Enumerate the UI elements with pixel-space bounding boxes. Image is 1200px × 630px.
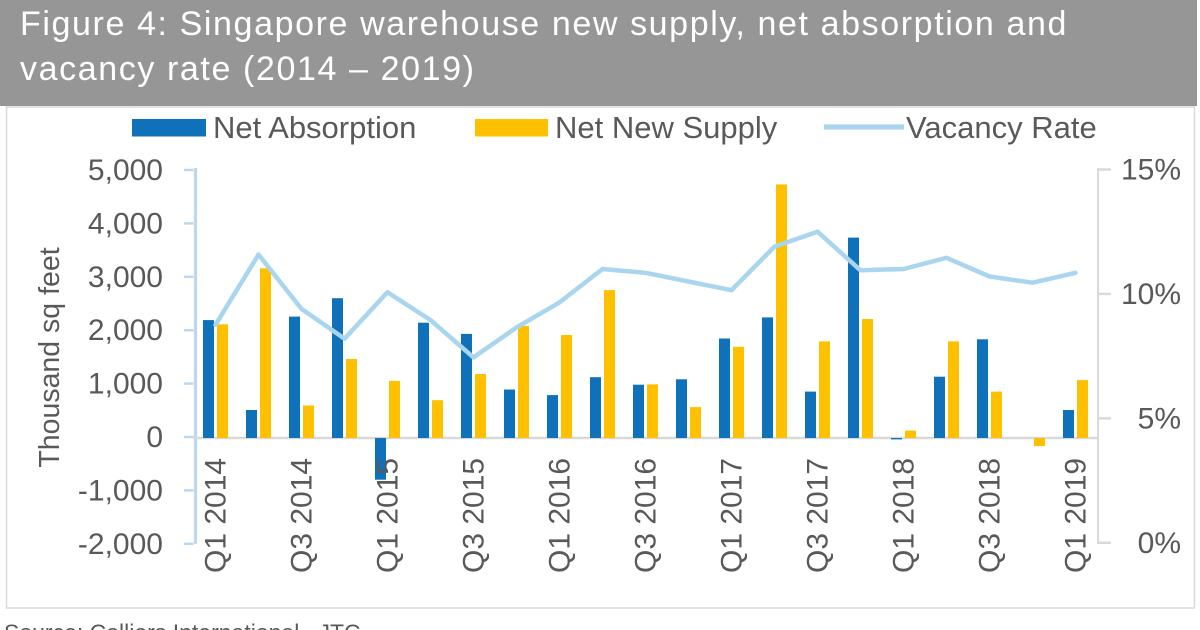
svg-text:Q3 2018: Q3 2018: [974, 458, 1007, 573]
svg-text:Q1 2014: Q1 2014: [200, 458, 233, 573]
svg-text:4,000: 4,000: [88, 207, 163, 240]
svg-text:Q3 2016: Q3 2016: [630, 458, 663, 573]
svg-text:Q1 2016: Q1 2016: [544, 458, 577, 573]
svg-text:-2,000: -2,000: [78, 528, 163, 561]
svg-text:Q3 2017: Q3 2017: [802, 458, 835, 573]
svg-text:Net New Supply: Net New Supply: [555, 110, 778, 145]
svg-text:Source: Colliers International: Source: Colliers International, JTC: [4, 620, 361, 630]
svg-text:0%: 0%: [1138, 527, 1181, 560]
svg-text:5%: 5%: [1138, 402, 1181, 435]
svg-text:2,000: 2,000: [88, 314, 163, 347]
svg-text:Q3 2014: Q3 2014: [286, 458, 319, 573]
svg-text:1,000: 1,000: [88, 368, 163, 401]
svg-text:0: 0: [146, 421, 163, 454]
svg-text:Vacancy Rate: Vacancy Rate: [906, 110, 1097, 145]
svg-text:-1,000: -1,000: [78, 474, 163, 507]
svg-text:Net Absorption: Net Absorption: [213, 110, 416, 145]
svg-text:Q1 2019: Q1 2019: [1060, 458, 1093, 573]
svg-text:Thousand sq feet: Thousand sq feet: [34, 247, 66, 467]
svg-text:10%: 10%: [1121, 278, 1181, 311]
svg-text:5,000: 5,000: [88, 154, 163, 187]
svg-text:Q3 2015: Q3 2015: [458, 458, 491, 573]
svg-text:15%: 15%: [1121, 154, 1181, 187]
svg-text:Q1 2015: Q1 2015: [372, 458, 405, 573]
svg-text:Q1 2017: Q1 2017: [716, 458, 749, 573]
svg-text:3,000: 3,000: [88, 261, 163, 294]
svg-text:Q1 2018: Q1 2018: [888, 458, 921, 573]
